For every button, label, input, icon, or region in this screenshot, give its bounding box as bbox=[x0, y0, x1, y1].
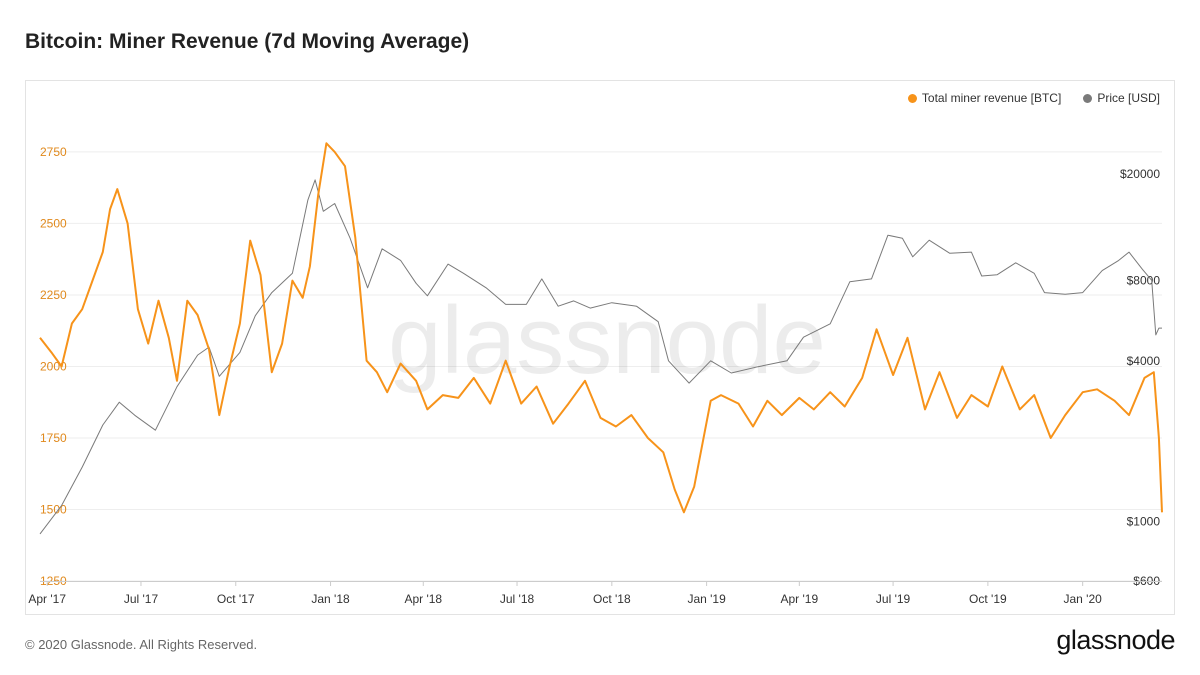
chart-panel: 1250 1500 1750 2000 2250 2500 2750 $600 $1000 $40… bbox=[25, 80, 1175, 615]
watermark-text: glassnode bbox=[388, 287, 826, 394]
x-axis-tick-label: Jul '17 bbox=[124, 592, 159, 606]
page-title: Bitcoin: Miner Revenue (7d Moving Averag… bbox=[25, 30, 470, 53]
x-axis-tick-label: Jan '20 bbox=[1064, 592, 1103, 606]
legend-price-dot-icon bbox=[1083, 93, 1093, 103]
copyright-footer: © 2020 Glassnode. All Rights Reserved. bbox=[25, 637, 258, 652]
right-axis-tick-label: $4000 bbox=[1127, 354, 1161, 368]
left-axis-tick-label: 2750 bbox=[40, 145, 67, 159]
x-axis-tick-label: Apr '18 bbox=[404, 592, 442, 606]
x-axis-tick-label: Oct '17 bbox=[217, 592, 255, 606]
right-axis-tick-label: $1000 bbox=[1127, 515, 1161, 529]
right-axis-tick-label: $20000 bbox=[1120, 167, 1160, 181]
x-axis-tick-label: Jul '18 bbox=[500, 592, 535, 606]
x-axis-tick-label: Oct '18 bbox=[593, 592, 631, 606]
revenue-series-line bbox=[39, 142, 1163, 514]
x-axis-tick-label: Apr '19 bbox=[781, 592, 819, 606]
chart-svg: 1250150017502000225025002750$600$1000$40… bbox=[28, 142, 1163, 606]
legend-price-label: Price [USD] bbox=[1097, 91, 1160, 105]
legend-revenue-label: Total miner revenue [BTC] bbox=[921, 91, 1062, 105]
left-axis-tick-label: 1500 bbox=[40, 502, 67, 516]
legend-item-price[interactable]: Price [USD] bbox=[1083, 91, 1160, 105]
left-axis-tick-label: 2250 bbox=[40, 288, 67, 302]
chart-legend: Total miner revenue [BTC] Price [USD] bbox=[907, 91, 1160, 105]
x-axis-tick-label: Jan '19 bbox=[687, 592, 726, 606]
brand-logo[interactable]: glassnode bbox=[1056, 625, 1175, 655]
x-axis-tick-label: Oct '19 bbox=[969, 592, 1007, 606]
legend-revenue-dot-icon bbox=[907, 93, 917, 103]
legend-item-revenue[interactable]: Total miner revenue [BTC] bbox=[907, 91, 1062, 105]
left-axis-tick-label: 1750 bbox=[40, 431, 67, 445]
x-axis-tick-label: Jan '18 bbox=[311, 592, 350, 606]
right-axis-tick-label: $8000 bbox=[1127, 273, 1161, 287]
price-series-line bbox=[39, 179, 1162, 535]
x-axis-tick-label: Jul '19 bbox=[876, 592, 911, 606]
x-axis-tick-label: Apr '17 bbox=[28, 592, 66, 606]
left-axis-tick-label: 2500 bbox=[40, 216, 67, 230]
